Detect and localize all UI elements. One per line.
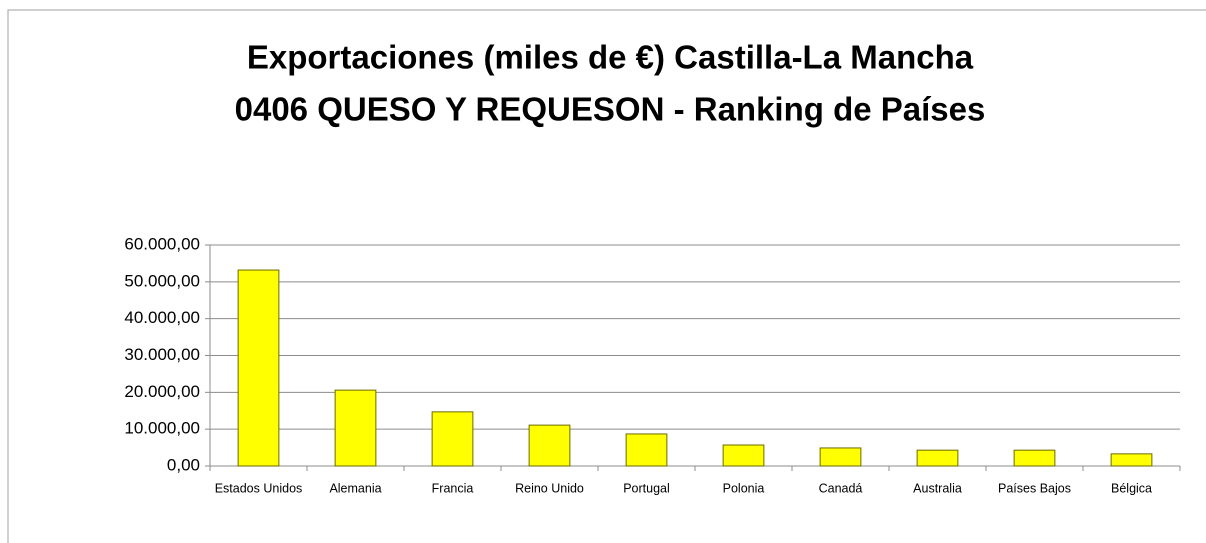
x-tick-label: Francia — [432, 481, 474, 495]
y-tick-label: 50.000,00 — [124, 271, 200, 290]
x-tick-label: Estados Unidos — [215, 481, 303, 495]
bar — [625, 433, 668, 467]
x-tick-label: Australia — [913, 481, 962, 495]
x-tick-label: Canadá — [819, 481, 863, 495]
bar — [431, 411, 474, 467]
chart-title: 0406 QUESO Y REQUESON - Ranking de Paíse… — [235, 91, 986, 128]
x-tick-label: Reino Unido — [515, 481, 584, 495]
y-tick-label: 40.000,00 — [124, 308, 200, 327]
bar — [819, 447, 862, 467]
y-tick-label: 10.000,00 — [124, 419, 200, 438]
x-tick-label: Bélgica — [1111, 481, 1152, 495]
x-tick-label: Alemania — [329, 481, 381, 495]
x-tick-label: Polonia — [723, 481, 765, 495]
x-tick-label: Portugal — [623, 481, 670, 495]
y-tick-label: 30.000,00 — [124, 345, 200, 364]
bar — [916, 449, 959, 467]
y-tick-label: 0,00 — [167, 455, 200, 474]
chart-title: Exportaciones (miles de €) Castilla-La M… — [247, 39, 974, 76]
bar — [1013, 449, 1056, 467]
bar — [722, 444, 765, 467]
x-tick-label: Países Bajos — [998, 481, 1071, 495]
bar — [528, 424, 571, 467]
bar — [1110, 453, 1153, 467]
bar — [334, 389, 377, 467]
bar — [237, 269, 280, 467]
y-tick-label: 60.000,00 — [124, 234, 200, 253]
y-tick-label: 20.000,00 — [124, 382, 200, 401]
chart-frame — [7, 9, 1206, 543]
